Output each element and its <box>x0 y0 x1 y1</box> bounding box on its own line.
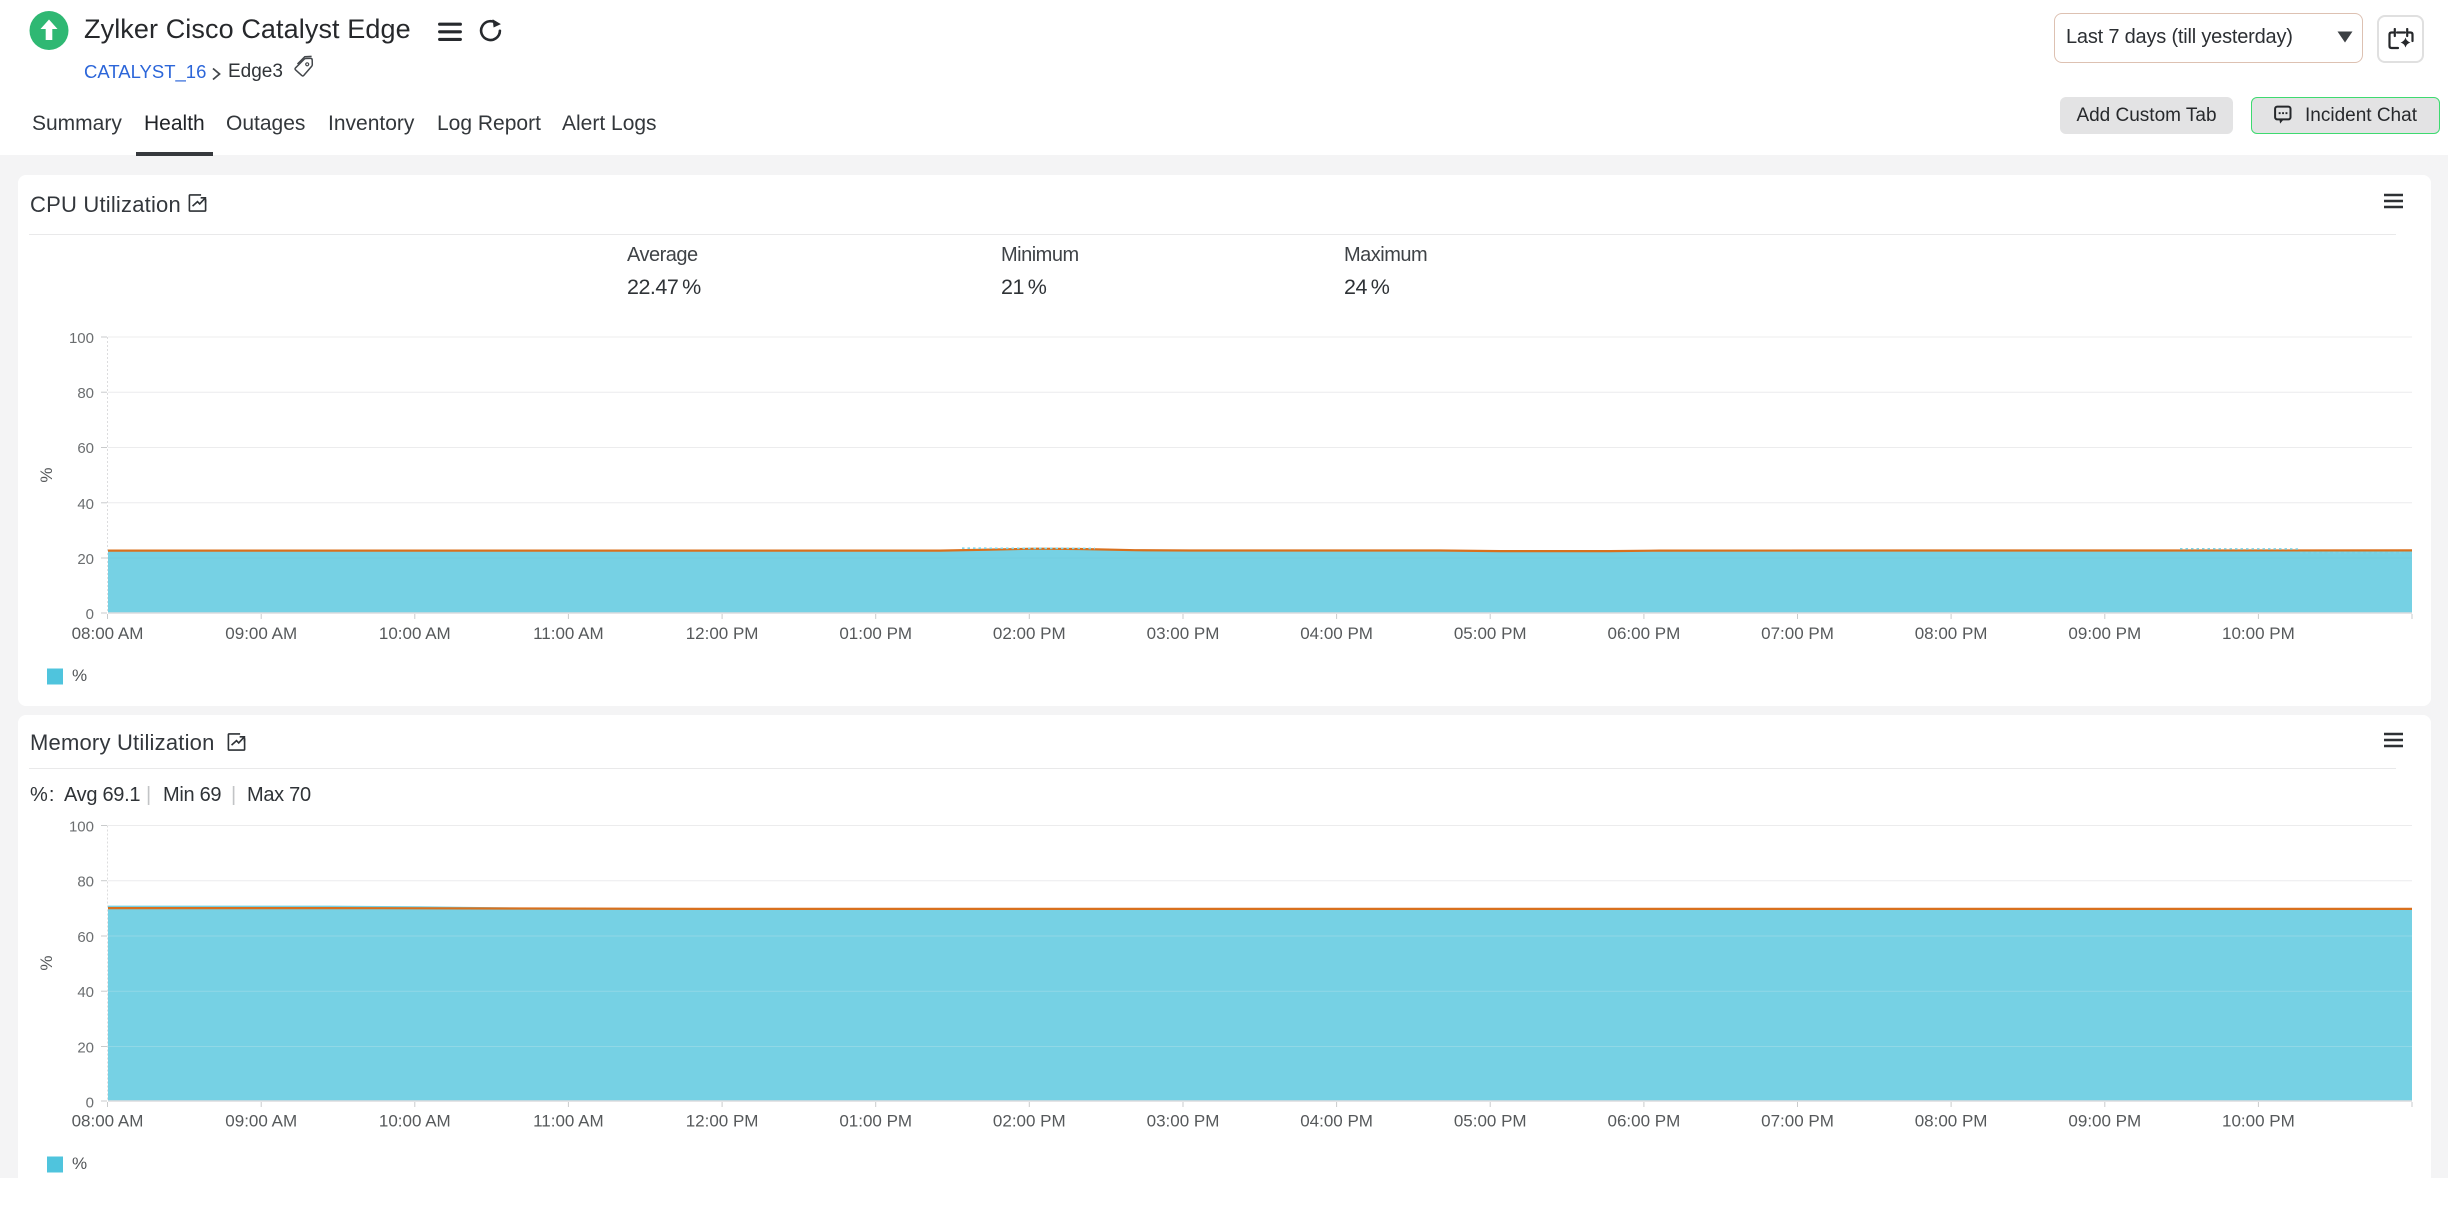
svg-text:08:00 AM: 08:00 AM <box>72 1112 144 1131</box>
svg-text:80: 80 <box>77 874 94 891</box>
svg-text:60: 60 <box>77 440 94 457</box>
svg-text:0: 0 <box>86 1095 94 1112</box>
svg-text:10:00 AM: 10:00 AM <box>379 624 451 643</box>
svg-text:0: 0 <box>86 606 94 623</box>
svg-text:11:00 AM: 11:00 AM <box>533 624 604 643</box>
svg-text:02:00 PM: 02:00 PM <box>993 1112 1066 1131</box>
svg-text:20: 20 <box>77 551 94 568</box>
svg-text:%: % <box>37 955 56 970</box>
svg-text:06:00 PM: 06:00 PM <box>1608 1112 1681 1131</box>
svg-text:40: 40 <box>77 984 94 1001</box>
svg-text:40: 40 <box>77 496 94 513</box>
svg-text:100: 100 <box>69 330 94 347</box>
svg-text:11:00 AM: 11:00 AM <box>533 1112 604 1131</box>
svg-text:07:00 PM: 07:00 PM <box>1761 624 1834 643</box>
svg-text:12:00 PM: 12:00 PM <box>686 624 759 643</box>
svg-text:03:00 PM: 03:00 PM <box>1147 1112 1220 1131</box>
svg-text:09:00 AM: 09:00 AM <box>225 624 297 643</box>
svg-text:05:00 PM: 05:00 PM <box>1454 624 1527 643</box>
svg-text:04:00 PM: 04:00 PM <box>1300 1112 1373 1131</box>
svg-text:10:00 AM: 10:00 AM <box>379 1112 451 1131</box>
svg-text:%: % <box>37 467 56 482</box>
svg-text:09:00 PM: 09:00 PM <box>2068 624 2141 643</box>
svg-text:80: 80 <box>77 385 94 402</box>
svg-text:%: % <box>72 666 87 685</box>
svg-text:02:00 PM: 02:00 PM <box>993 624 1066 643</box>
svg-text:20: 20 <box>77 1040 94 1057</box>
svg-text:%: % <box>72 1154 87 1173</box>
svg-text:60: 60 <box>77 929 94 946</box>
svg-text:05:00 PM: 05:00 PM <box>1454 1112 1527 1131</box>
svg-text:09:00 PM: 09:00 PM <box>2068 1112 2141 1131</box>
svg-text:09:00 AM: 09:00 AM <box>225 1112 297 1131</box>
svg-text:10:00 PM: 10:00 PM <box>2222 624 2295 643</box>
svg-text:08:00 PM: 08:00 PM <box>1915 1112 1988 1131</box>
svg-text:08:00 AM: 08:00 AM <box>72 624 144 643</box>
svg-text:07:00 PM: 07:00 PM <box>1761 1112 1834 1131</box>
svg-text:06:00 PM: 06:00 PM <box>1608 624 1681 643</box>
svg-text:04:00 PM: 04:00 PM <box>1300 624 1373 643</box>
svg-text:10:00 PM: 10:00 PM <box>2222 1112 2295 1131</box>
svg-text:01:00 PM: 01:00 PM <box>839 1112 912 1131</box>
svg-text:03:00 PM: 03:00 PM <box>1147 624 1220 643</box>
svg-text:08:00 PM: 08:00 PM <box>1915 624 1988 643</box>
svg-text:100: 100 <box>69 819 94 836</box>
svg-text:12:00 PM: 12:00 PM <box>686 1112 759 1131</box>
svg-text:01:00 PM: 01:00 PM <box>839 624 912 643</box>
